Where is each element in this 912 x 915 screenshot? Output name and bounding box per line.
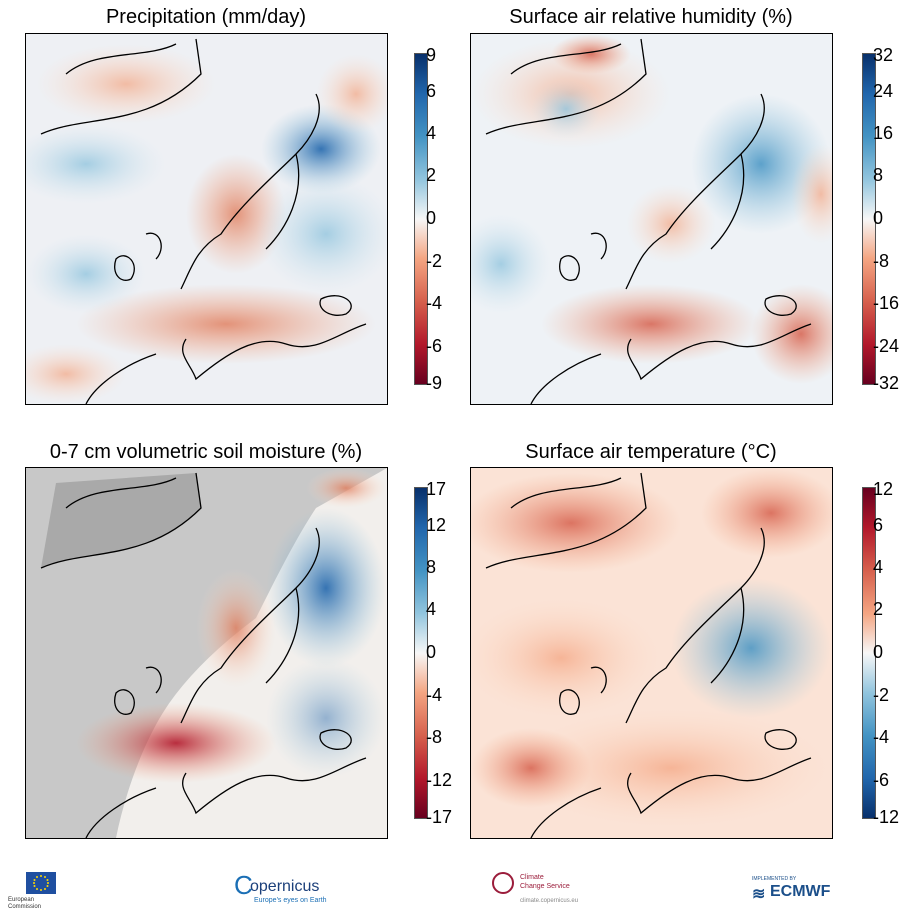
c3s-thermometer-icon bbox=[492, 872, 514, 894]
tick-label: 4 bbox=[426, 599, 437, 619]
tick-label: -4 bbox=[426, 293, 443, 313]
copernicus-tagline: Europe's eyes on Earth bbox=[254, 897, 327, 904]
panel-title: Surface air relative humidity (%) bbox=[509, 6, 793, 28]
precipitation-colorbar bbox=[414, 53, 428, 385]
panel-title: Precipitation (mm/day) bbox=[105, 6, 307, 28]
tick-label: 12 bbox=[873, 479, 894, 499]
humidity-colorbar bbox=[862, 53, 876, 385]
tick-label: 6 bbox=[873, 515, 884, 535]
humidity-map bbox=[470, 33, 833, 405]
c3s-logo: Climate Change Service climate.copernicu… bbox=[492, 872, 602, 906]
ecmwf-wave-icon: ≋ bbox=[752, 886, 766, 903]
tick-label: -24 bbox=[873, 336, 900, 356]
tick-label: 2 bbox=[873, 599, 884, 619]
ecmwf-wordmark: ECMWF bbox=[770, 883, 831, 900]
tick-label: 4 bbox=[873, 557, 884, 577]
copernicus-wordmark: opernicus bbox=[250, 878, 320, 895]
eu-line1: European bbox=[8, 897, 35, 903]
tick-label: 8 bbox=[426, 557, 437, 577]
tick-label: -32 bbox=[873, 373, 900, 393]
eu-commission-logo: European Commission bbox=[8, 866, 68, 910]
tick-label: 24 bbox=[873, 81, 894, 101]
tick-label: -6 bbox=[426, 336, 443, 356]
copernicus-logo: C opernicus Europe's eyes on Earth bbox=[234, 870, 327, 906]
tick-label: -4 bbox=[426, 685, 443, 705]
tick-label: 0 bbox=[873, 208, 884, 228]
temperature-colorbar bbox=[862, 487, 876, 819]
tick-label: 12 bbox=[426, 515, 447, 535]
tick-label: 16 bbox=[873, 123, 894, 143]
tick-label: -8 bbox=[873, 251, 890, 271]
eu-line2: Commission bbox=[8, 904, 42, 910]
temperature-map bbox=[470, 467, 833, 839]
tick-label: -6 bbox=[873, 770, 890, 790]
tick-label: 9 bbox=[426, 45, 437, 65]
tick-label: -2 bbox=[873, 685, 890, 705]
soil-moisture-colorbar bbox=[414, 487, 428, 819]
panel-title: 0-7 cm volumetric soil moisture (%) bbox=[49, 441, 363, 463]
precipitation-map bbox=[25, 33, 388, 405]
soil-moisture-map bbox=[25, 467, 388, 839]
tick-label: 2 bbox=[426, 165, 437, 185]
tick-label: -16 bbox=[873, 293, 900, 313]
tick-label: -8 bbox=[426, 727, 443, 747]
tick-label: 0 bbox=[426, 642, 437, 662]
tick-label: -12 bbox=[426, 770, 453, 790]
tick-label: 4 bbox=[426, 123, 437, 143]
tick-label: -12 bbox=[873, 807, 900, 827]
tick-label: 0 bbox=[873, 642, 884, 662]
c3s-url: climate.copernicus.eu bbox=[520, 898, 579, 904]
tick-label: -2 bbox=[426, 251, 443, 271]
tick-label: 17 bbox=[426, 479, 447, 499]
tick-label: -9 bbox=[426, 373, 443, 393]
panel-title: Surface air temperature (°C) bbox=[525, 441, 777, 463]
tick-label: 32 bbox=[873, 45, 894, 65]
eu-flag-icon bbox=[26, 872, 56, 894]
c3s-line2: Change Service bbox=[520, 883, 570, 890]
c3s-line1: Climate bbox=[520, 874, 544, 881]
copernicus-c-icon: C bbox=[234, 870, 253, 900]
tick-label: 0 bbox=[426, 208, 437, 228]
ecmwf-small-label: IMPLEMENTED BY bbox=[752, 876, 797, 882]
tick-label: 6 bbox=[426, 81, 437, 101]
tick-label: -17 bbox=[426, 807, 453, 827]
tick-label: 8 bbox=[873, 165, 884, 185]
ecmwf-logo: IMPLEMENTED BY ≋ ECMWF bbox=[752, 876, 842, 903]
tick-label: -4 bbox=[873, 727, 890, 747]
